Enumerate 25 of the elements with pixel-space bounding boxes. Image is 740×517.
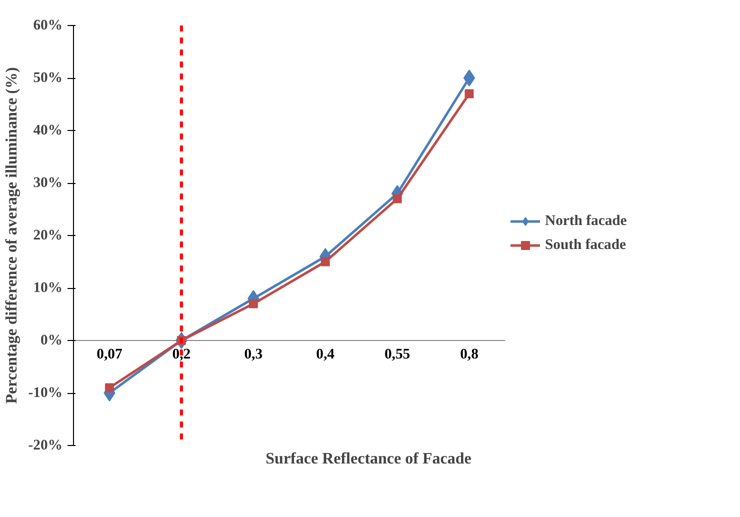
point — [463, 70, 476, 86]
y-tick-label: 10% — [33, 280, 62, 296]
point — [104, 383, 114, 392]
x-tick-label: 0,8 — [460, 346, 478, 362]
y-tick-label: -10% — [28, 385, 63, 401]
legend-label: North facade — [545, 212, 627, 230]
y-tick-label: 50% — [33, 70, 62, 86]
x-tick-label: 0,2 — [172, 346, 191, 362]
y-tick-label: 60% — [33, 18, 62, 34]
x-tick-label: 0,4 — [316, 346, 336, 362]
legend-label: South facade — [545, 236, 626, 254]
y-tick-label: 0% — [40, 332, 62, 348]
x-axis-title: Surface Reflectance of Facade — [266, 450, 472, 468]
y-axis-title: Percentage difference of average illuminance (%) — [3, 67, 20, 404]
y-tick-label: 20% — [33, 228, 62, 244]
y-tick-label: -20% — [28, 438, 63, 454]
x-tick-label: 0,55 — [384, 346, 410, 362]
y-tick-label: 30% — [33, 175, 62, 191]
point — [248, 299, 258, 308]
point — [320, 257, 330, 266]
x-tick-label: 0,07 — [96, 346, 122, 362]
y-tick-label: 40% — [33, 122, 62, 138]
x-tick-label: 0,3 — [244, 346, 263, 362]
point — [464, 89, 474, 98]
point — [392, 194, 402, 204]
